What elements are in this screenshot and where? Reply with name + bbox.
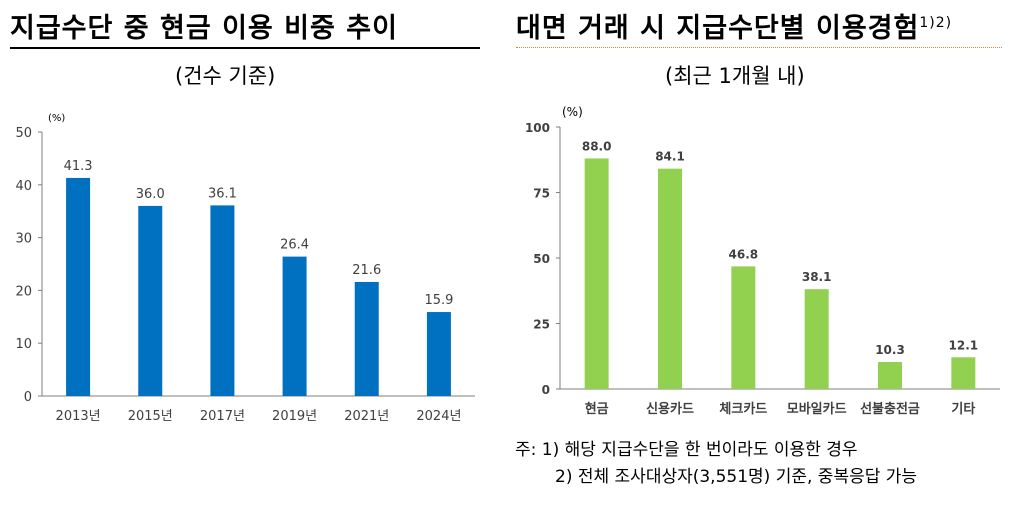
right-chart-value-label: 46.8 — [729, 247, 759, 261]
left-chart-category-label: 2017년 — [200, 409, 245, 424]
right-chart-value-label: 10.3 — [875, 343, 905, 357]
right-chart-bar — [584, 158, 609, 389]
right-chart-title: 대면 거래 시 지급수단별 이용경험1)2) — [516, 6, 1002, 48]
left-chart-value-label: 41.3 — [64, 159, 93, 174]
right-chart-bar — [878, 362, 902, 389]
footnote-1: 주: 1) 해당 지급수단을 한 번이라도 이용한 경우 — [515, 440, 858, 460]
left-chart-bar — [138, 205, 163, 396]
cash-share-bar-chart: (%) 0 10 20 30 40 50 41.3 2013년 36.0 2015년 36.1 2017… — [15, 113, 475, 424]
right-chart-bar — [658, 168, 682, 389]
left-chart-category-label: 2019년 — [272, 409, 317, 424]
right-chart-y-tick-label: 25 — [533, 318, 550, 332]
right-chart-bar — [731, 266, 756, 389]
right-chart-category-label: 체크카드 — [719, 402, 767, 417]
footnotes: 주: 1) 해당 지급수단을 한 번이라도 이용한 경우 2) 전체 조사대상자… — [515, 437, 917, 491]
left-chart-value-label: 36.1 — [208, 186, 237, 201]
left-chart-category-label: 2021년 — [344, 409, 389, 424]
left-chart-category-label: 2013년 — [56, 409, 101, 424]
right-chart-y-tick-label: 75 — [533, 187, 550, 201]
left-chart-y-tick-label: 0 — [24, 390, 32, 405]
left-chart-bar — [210, 205, 235, 396]
right-chart-y-tick-label: 50 — [533, 252, 550, 266]
right-chart-category-label: 기타 — [951, 401, 975, 417]
left-chart-value-label: 26.4 — [280, 238, 309, 253]
left-chart-value-label: 15.9 — [424, 293, 453, 308]
left-chart-bar — [282, 256, 307, 396]
left-chart-subtitle: (건수 기준) — [175, 64, 276, 88]
left-chart-y-tick-label: 20 — [15, 284, 32, 299]
left-chart-y-tick-label: 40 — [15, 179, 32, 194]
right-chart-subtitle: (최근 1개월 내) — [665, 64, 805, 88]
left-chart-y-tick-label: 50 — [15, 126, 32, 141]
right-chart-value-label: 12.1 — [949, 338, 979, 352]
left-chart-category-label: 2024년 — [416, 409, 461, 424]
right-chart-y-tick-label: 100 — [525, 121, 550, 135]
footnote-2: 2) 전체 조사대상자(3,551명) 기준, 중복응답 가능 — [555, 467, 918, 487]
right-chart-category-label: 모바일카드 — [787, 401, 847, 417]
right-chart-category-label: 현금 — [585, 401, 609, 417]
left-chart-y-unit-label: (%) — [48, 113, 65, 124]
right-chart-title-text: 대면 거래 시 지급수단별 이용경험 — [516, 13, 920, 44]
left-chart-bar — [354, 281, 379, 396]
right-chart-title-footnote-ref: 1)2) — [919, 15, 953, 31]
left-chart-bar — [66, 177, 91, 396]
left-chart-y-tick-label: 10 — [15, 337, 32, 352]
right-chart-bar — [804, 289, 829, 389]
left-chart-value-label: 21.6 — [352, 263, 381, 278]
right-chart-value-label: 88.0 — [582, 139, 612, 153]
payment-method-bar-chart: (%) 0 25 50 75 100 88.0 현금 84.1 신용카드 46.8 체크카드 38.1 모… — [525, 105, 1000, 417]
left-chart-category-label: 2015년 — [128, 409, 173, 424]
right-chart-y-unit-label: (%) — [562, 105, 583, 119]
right-chart-category-label: 선불충전금 — [860, 401, 920, 417]
right-chart-value-label: 84.1 — [655, 150, 685, 164]
left-chart-title: 지급수단 중 현금 이용 비중 추이 — [10, 6, 480, 49]
right-chart-bar — [951, 357, 976, 389]
left-chart-value-label: 36.0 — [136, 187, 165, 202]
left-chart-bar — [426, 312, 451, 396]
right-chart-value-label: 38.1 — [802, 270, 832, 284]
left-chart-y-tick-label: 30 — [15, 232, 32, 247]
right-chart-y-tick-label: 0 — [542, 383, 550, 397]
right-chart-category-label: 신용카드 — [646, 401, 694, 417]
